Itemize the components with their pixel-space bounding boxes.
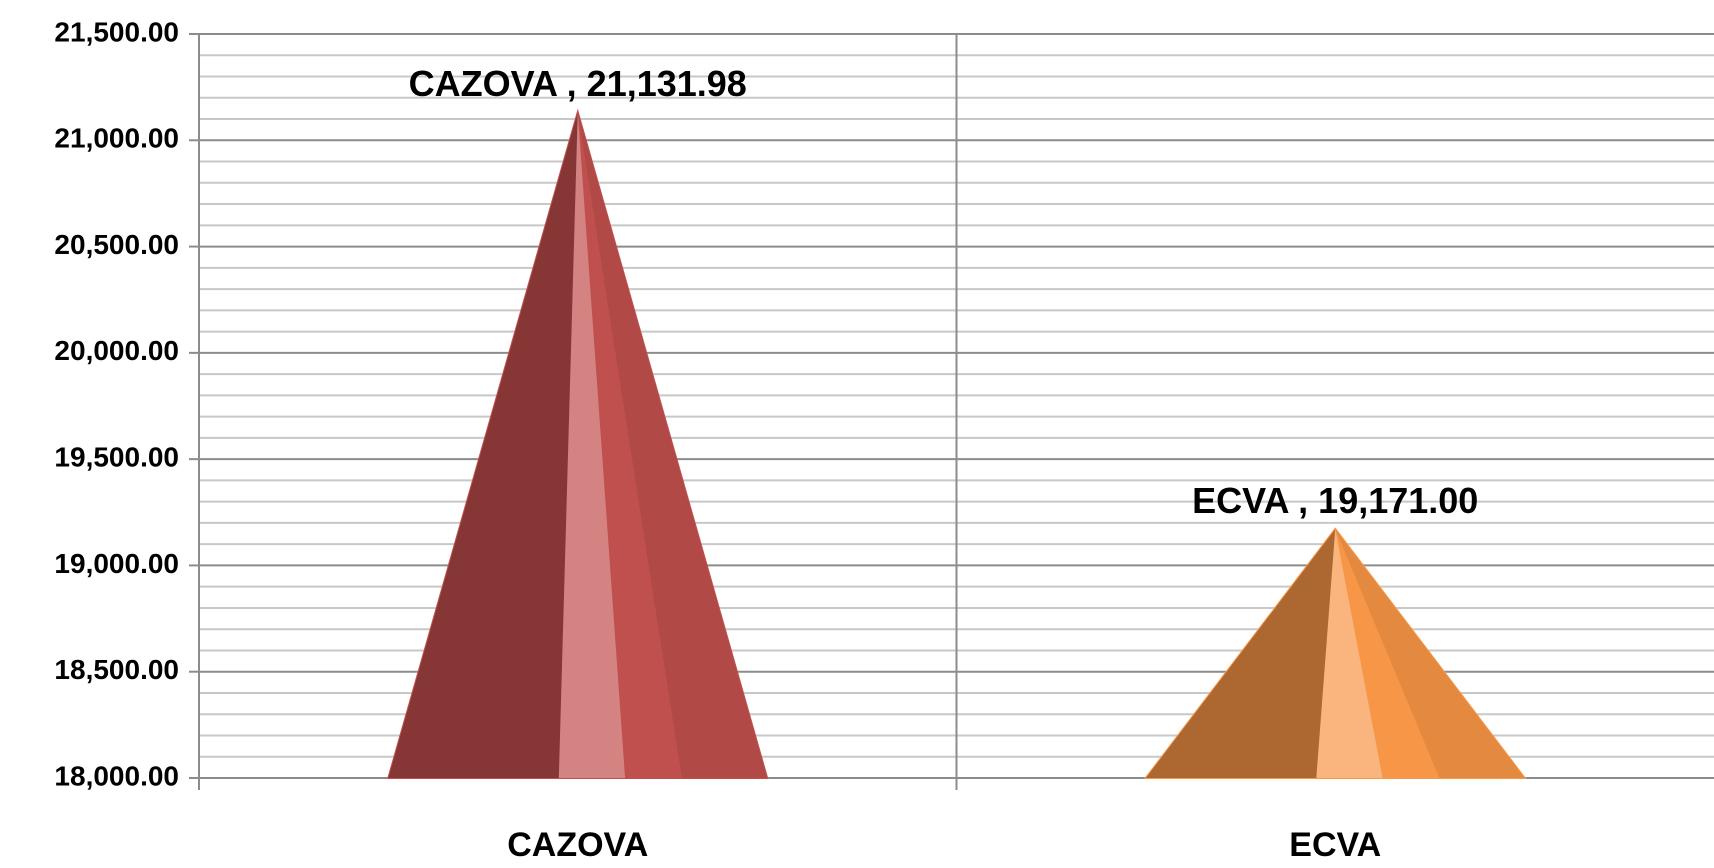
cone-shade bbox=[1335, 529, 1525, 778]
y-tick-label: 20,500.00 bbox=[54, 229, 179, 260]
cone-highlight bbox=[558, 112, 626, 779]
y-tick-label: 21,000.00 bbox=[54, 123, 179, 154]
x-tick-label: ECVA bbox=[1289, 826, 1381, 863]
cone-highlight bbox=[1316, 529, 1383, 778]
cone-shade bbox=[577, 112, 768, 779]
cone bbox=[387, 108, 769, 779]
value-label: ECVA , 19,171.00 bbox=[1192, 480, 1479, 522]
y-tick-label: 19,500.00 bbox=[54, 442, 179, 473]
y-tick-label: 20,000.00 bbox=[54, 335, 179, 366]
y-tick-label: 18,500.00 bbox=[54, 654, 179, 685]
value-label: CAZOVA , 21,131.98 bbox=[408, 63, 747, 105]
cone-shade bbox=[388, 112, 578, 779]
cone-shade bbox=[1145, 529, 1336, 778]
x-tick-label: CAZOVA bbox=[507, 826, 648, 863]
y-tick-label: 19,000.00 bbox=[54, 548, 179, 579]
y-tick-label: 21,500.00 bbox=[54, 16, 179, 47]
cone bbox=[1143, 527, 1527, 779]
y-tick-label: 18,000.00 bbox=[54, 760, 179, 791]
